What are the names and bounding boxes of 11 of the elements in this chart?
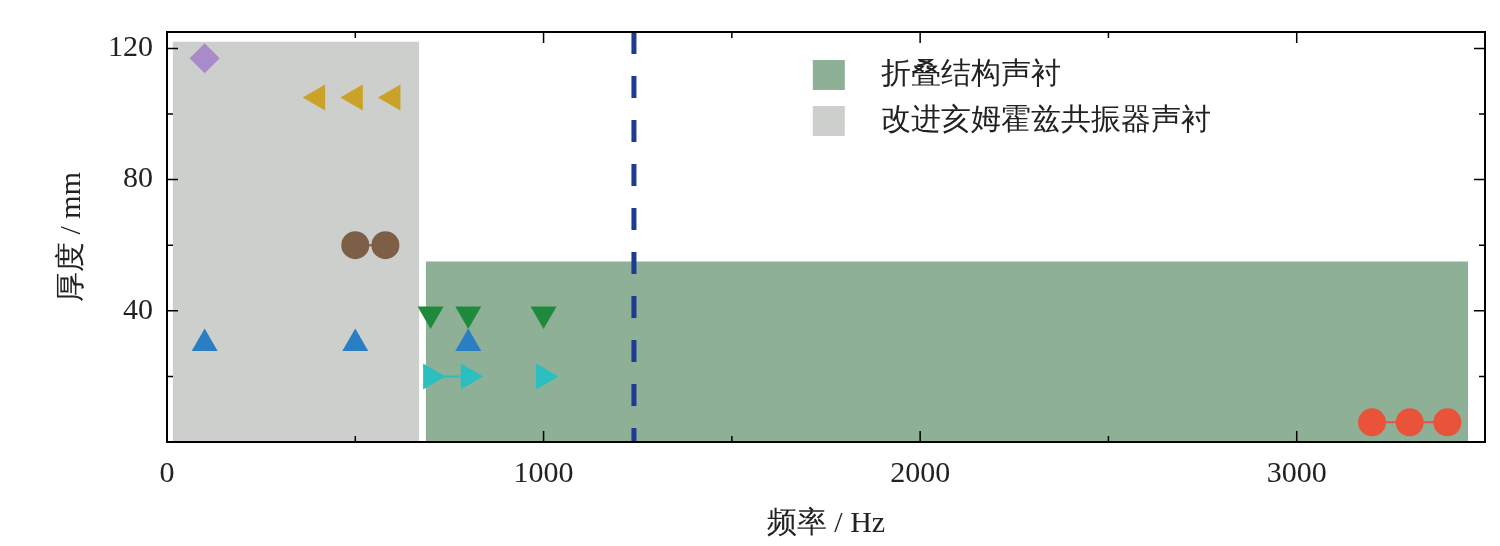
y-tick-label: 120 (108, 29, 153, 63)
x-tick-label: 1000 (513, 454, 574, 488)
x-tick-label: 0 (159, 454, 175, 488)
x-axis-title: 频率 / Hz (766, 504, 886, 538)
x-tick-label: 3000 (1266, 454, 1327, 488)
y-tick-label: 40 (123, 291, 153, 325)
y-axis-title: 厚度 / mm (52, 171, 86, 303)
x-tick-label: 2000 (890, 454, 951, 488)
legend-label: 折叠结构声衬 (880, 54, 1061, 90)
legend-label: 改进亥姆霍兹共振器声衬 (880, 100, 1211, 136)
y-tick-label: 80 (123, 160, 153, 194)
